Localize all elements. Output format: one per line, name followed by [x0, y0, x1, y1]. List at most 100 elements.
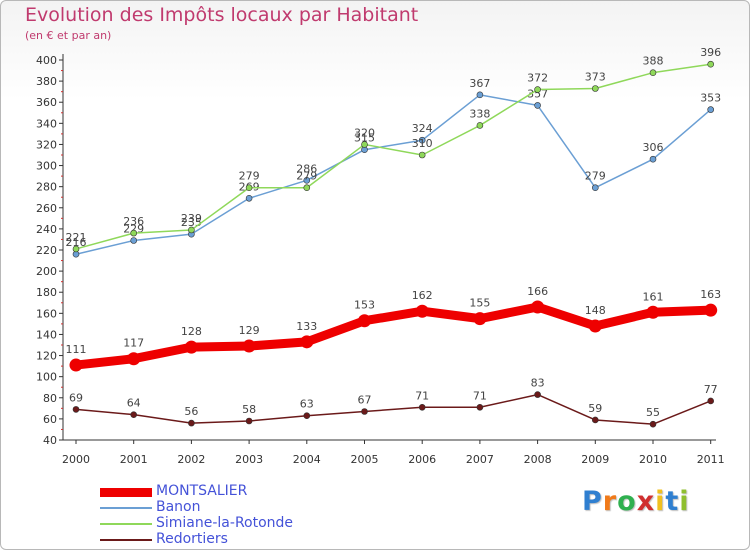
data-label-simiane-la-rotonde: 320	[354, 126, 375, 139]
data-label-simiane-la-rotonde: 338	[469, 107, 490, 120]
data-label-simiane-la-rotonde: 279	[296, 170, 317, 183]
data-point-simiane-la-rotonde	[534, 86, 541, 93]
data-point-banon	[707, 106, 715, 113]
y-tick-label: 120	[36, 350, 57, 363]
data-point-banon	[649, 155, 657, 163]
data-label-simiane-la-rotonde: 279	[239, 170, 260, 183]
data-label-banon: 216	[66, 236, 87, 249]
data-label-simiane-la-rotonde: 388	[643, 55, 664, 68]
data-point-montsalier	[415, 304, 429, 318]
legend-swatch	[100, 539, 152, 541]
data-label-montsalier: 133	[296, 320, 317, 333]
data-label-redortiers: 71	[415, 389, 429, 402]
data-label-montsalier: 129	[239, 324, 260, 337]
y-tick-label: 180	[36, 286, 57, 299]
data-label-redortiers: 64	[127, 397, 141, 410]
data-point-redortiers	[534, 391, 541, 398]
y-tick-label: 260	[36, 202, 57, 215]
data-point-montsalier	[531, 300, 545, 314]
data-label-montsalier: 128	[181, 325, 202, 338]
data-label-simiane-la-rotonde: 372	[527, 72, 548, 85]
data-point-redortiers	[707, 397, 715, 405]
proxiti-logo: Proxiti	[582, 486, 690, 517]
logo-letter: i	[679, 486, 690, 517]
legend-label: MONTSALIER	[156, 483, 248, 499]
data-point-redortiers	[591, 416, 599, 424]
data-label-montsalier: 111	[66, 343, 87, 356]
data-point-montsalier	[473, 312, 487, 326]
y-tick-label: 200	[36, 265, 57, 278]
data-label-banon: 279	[585, 170, 606, 183]
y-tick-label: 300	[36, 160, 57, 173]
y-tick-label: 60	[43, 413, 57, 426]
legend-label: Simiane-la-Rotonde	[156, 515, 294, 531]
logo-letter: o	[617, 486, 637, 517]
x-tick-label: 2007	[466, 453, 494, 466]
data-point-redortiers	[188, 419, 195, 427]
data-point-banon	[303, 177, 311, 184]
data-point-montsalier	[127, 352, 141, 366]
data-label-redortiers: 77	[704, 383, 718, 396]
data-point-banon	[476, 91, 484, 99]
data-point-simiane-la-rotonde	[591, 85, 599, 92]
legend-label: Banon	[156, 499, 201, 515]
data-point-montsalier	[242, 339, 256, 353]
y-tick-label: 160	[36, 307, 57, 320]
data-point-simiane-la-rotonde	[188, 226, 195, 234]
data-label-montsalier: 163	[700, 288, 721, 301]
x-tick-label: 2010	[639, 453, 667, 466]
y-tick-label: 360	[36, 96, 57, 109]
x-tick-label: 2005	[351, 453, 379, 466]
data-label-banon: 306	[643, 141, 664, 154]
logo-letter: r	[602, 486, 618, 517]
data-label-montsalier: 161	[643, 290, 664, 303]
data-point-simiane-la-rotonde	[707, 60, 715, 68]
x-tick-label: 2003	[235, 453, 263, 466]
logo-letter: P	[582, 486, 603, 517]
x-tick-label: 2008	[524, 453, 552, 466]
data-label-montsalier: 166	[527, 285, 548, 298]
y-tick-label: 380	[36, 75, 57, 88]
data-label-banon: 353	[700, 92, 721, 105]
data-point-redortiers	[303, 412, 311, 420]
y-tick-label: 240	[36, 223, 57, 236]
y-tick-label: 40	[43, 434, 57, 447]
data-point-redortiers	[72, 406, 80, 413]
series-line-simiane-la-rotonde	[75, 63, 712, 250]
data-point-redortiers	[649, 420, 657, 428]
y-tick-label: 80	[43, 392, 57, 405]
series-line-montsalier	[71, 302, 716, 370]
data-point-simiane-la-rotonde	[476, 122, 484, 129]
chart-title: Evolution des Impôts locaux par Habitant	[25, 4, 419, 26]
data-label-redortiers: 67	[358, 394, 372, 407]
logo-letter: t	[665, 486, 680, 517]
data-point-redortiers	[476, 403, 484, 411]
x-tick-label: 2009	[581, 453, 609, 466]
data-label-montsalier: 148	[585, 304, 606, 317]
data-point-banon	[245, 194, 253, 202]
data-label-simiane-la-rotonde: 239	[181, 212, 202, 225]
chart-subtitle: (en € et par an)	[25, 29, 112, 42]
data-label-montsalier: 162	[412, 289, 433, 302]
x-tick-label: 2011	[697, 453, 725, 466]
y-tick-label: 400	[36, 54, 57, 67]
data-label-simiane-la-rotonde: 221	[66, 231, 87, 244]
data-point-simiane-la-rotonde	[649, 69, 657, 76]
data-point-montsalier	[69, 358, 83, 372]
x-tick-label: 2006	[408, 453, 436, 466]
y-tick-label: 280	[36, 181, 57, 194]
data-label-redortiers: 83	[531, 377, 545, 390]
data-label-montsalier: 117	[123, 337, 144, 350]
data-point-banon	[130, 237, 137, 244]
data-point-simiane-la-rotonde	[361, 141, 368, 148]
data-point-montsalier	[358, 314, 371, 328]
data-label-redortiers: 55	[646, 406, 660, 419]
y-tick-label: 320	[36, 138, 57, 151]
data-label-banon: 324	[412, 122, 433, 135]
data-point-redortiers	[418, 403, 426, 411]
series-line-banon	[75, 94, 712, 255]
y-tick-label: 100	[36, 371, 57, 384]
x-tick-label: 2000	[62, 453, 90, 466]
